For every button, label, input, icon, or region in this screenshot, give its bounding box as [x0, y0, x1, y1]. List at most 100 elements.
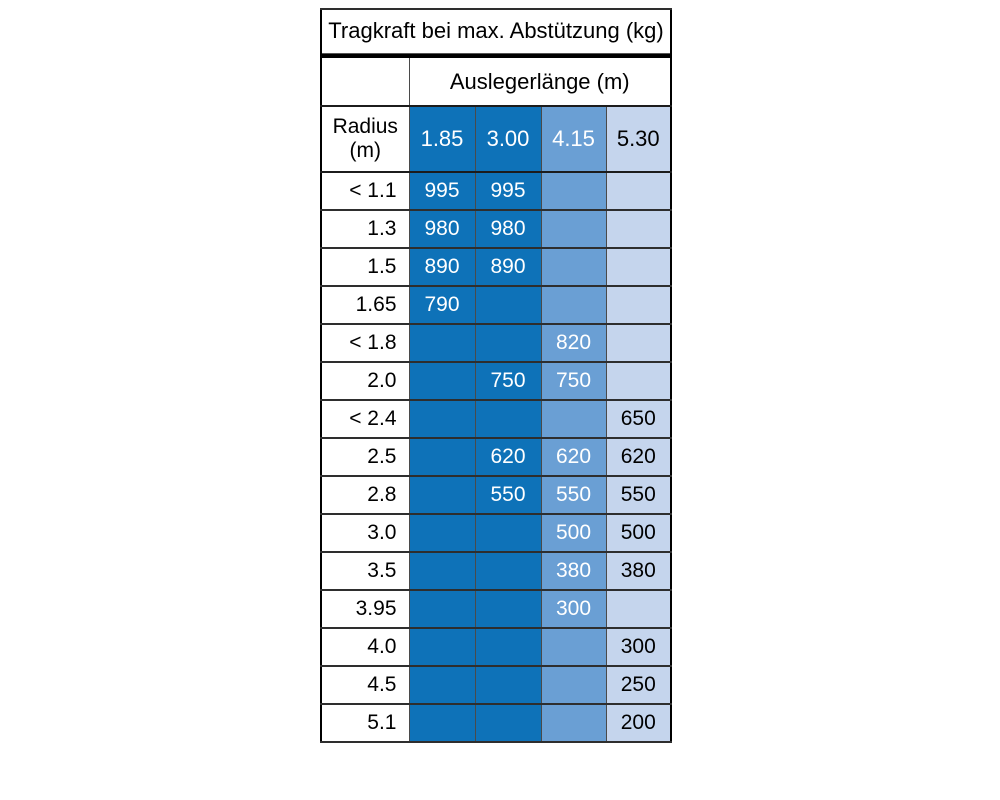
boom-length-header: 1.85 [408, 105, 476, 173]
table-row: < 1.8 820 [320, 323, 672, 363]
table-row: < 1.1 995 995 [320, 171, 672, 211]
capacity-cell: 550 [605, 475, 672, 515]
table-row: 3.95 300 [320, 589, 672, 629]
table-row: 2.5 620 620 620 [320, 437, 672, 477]
capacity-cell [474, 399, 542, 439]
radius-cell: < 1.1 [320, 171, 410, 211]
capacity-cell: 980 [474, 209, 542, 249]
radius-cell: 1.65 [320, 285, 410, 325]
table-row: 2.0 750 750 [320, 361, 672, 401]
capacity-table: Tragkraft bei max. Abstützung (kg) Ausle… [320, 8, 672, 743]
radius-cell: 2.8 [320, 475, 410, 515]
capacity-cell: 620 [474, 437, 542, 477]
capacity-cell: 250 [605, 665, 672, 705]
table-row: 1.3 980 980 [320, 209, 672, 249]
radius-cell: 3.5 [320, 551, 410, 591]
capacity-cell: 790 [408, 285, 476, 325]
radius-cell: 1.3 [320, 209, 410, 249]
table-row: 1.5 890 890 [320, 247, 672, 287]
capacity-cell: 500 [540, 513, 607, 553]
radius-cell: 1.5 [320, 247, 410, 287]
radius-cell: < 2.4 [320, 399, 410, 439]
radius-cell: 4.0 [320, 627, 410, 667]
capacity-cell: 500 [605, 513, 672, 553]
capacity-cell [474, 665, 542, 705]
radius-cell: 5.1 [320, 703, 410, 743]
table-title: Tragkraft bei max. Abstützung (kg) [320, 8, 672, 54]
capacity-cell [605, 361, 672, 401]
capacity-cell: 980 [408, 209, 476, 249]
table-row: 1.65 790 [320, 285, 672, 325]
capacity-cell: 890 [408, 247, 476, 287]
capacity-cell: 750 [540, 361, 607, 401]
boom-length-header: 4.15 [540, 105, 607, 173]
capacity-cell [408, 323, 476, 363]
load-capacity-chart: Tragkraft bei max. Abstützung (kg) Ausle… [320, 8, 672, 743]
capacity-cell [540, 627, 607, 667]
capacity-cell [408, 513, 476, 553]
capacity-cell: 300 [540, 589, 607, 629]
table-row: 2.8 550 550 550 [320, 475, 672, 515]
radius-cell: 3.95 [320, 589, 410, 629]
boom-length-header: 3.00 [474, 105, 542, 173]
capacity-cell [408, 665, 476, 705]
capacity-cell [540, 209, 607, 249]
capacity-cell [605, 589, 672, 629]
capacity-cell [540, 665, 607, 705]
capacity-cell [408, 627, 476, 667]
capacity-cell [408, 475, 476, 515]
table-row: 4.5 250 [320, 665, 672, 705]
capacity-cell: 620 [605, 437, 672, 477]
capacity-cell [408, 361, 476, 401]
capacity-cell [474, 513, 542, 553]
table-row: 5.1 200 [320, 703, 672, 743]
capacity-cell [408, 551, 476, 591]
capacity-cell [605, 323, 672, 363]
capacity-cell: 995 [474, 171, 542, 211]
capacity-cell: 890 [474, 247, 542, 287]
radius-cell: < 1.8 [320, 323, 410, 363]
radius-cell: 2.5 [320, 437, 410, 477]
capacity-cell: 300 [605, 627, 672, 667]
table-row: 3.5 380 380 [320, 551, 672, 591]
capacity-cell [474, 551, 542, 591]
capacity-cell: 380 [605, 551, 672, 591]
capacity-cell: 750 [474, 361, 542, 401]
capacity-cell [540, 399, 607, 439]
capacity-cell [474, 703, 542, 743]
table-row: < 2.4 650 [320, 399, 672, 439]
capacity-cell: 200 [605, 703, 672, 743]
radius-cell: 4.5 [320, 665, 410, 705]
boom-length-group-header: Auslegerlänge (m) [408, 55, 672, 107]
capacity-cell [605, 209, 672, 249]
radius-header: Radius (m) [320, 105, 410, 173]
capacity-cell [408, 589, 476, 629]
radius-cell: 2.0 [320, 361, 410, 401]
capacity-cell [474, 323, 542, 363]
capacity-cell: 380 [540, 551, 607, 591]
table-row: 3.0 500 500 [320, 513, 672, 553]
table-row: 4.0 300 [320, 627, 672, 667]
capacity-cell [605, 247, 672, 287]
capacity-cell [605, 171, 672, 211]
capacity-cell [540, 171, 607, 211]
capacity-cell [474, 589, 542, 629]
capacity-cell: 650 [605, 399, 672, 439]
capacity-cell [540, 285, 607, 325]
boom-length-header: 5.30 [605, 105, 672, 173]
capacity-cell [474, 285, 542, 325]
capacity-cell [408, 399, 476, 439]
capacity-cell [408, 437, 476, 477]
capacity-cell: 550 [540, 475, 607, 515]
capacity-cell [605, 285, 672, 325]
capacity-cell: 995 [408, 171, 476, 211]
radius-cell: 3.0 [320, 513, 410, 553]
capacity-cell: 550 [474, 475, 542, 515]
capacity-cell: 820 [540, 323, 607, 363]
capacity-cell [408, 703, 476, 743]
capacity-cell [474, 627, 542, 667]
capacity-cell [540, 247, 607, 287]
corner-cell [320, 55, 410, 107]
capacity-cell [540, 703, 607, 743]
capacity-cell: 620 [540, 437, 607, 477]
